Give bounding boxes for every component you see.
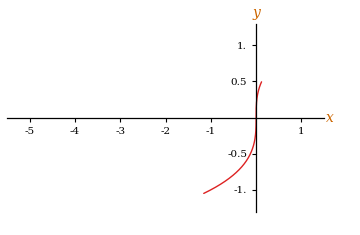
Text: y: y xyxy=(252,6,260,20)
Text: x: x xyxy=(326,110,334,125)
